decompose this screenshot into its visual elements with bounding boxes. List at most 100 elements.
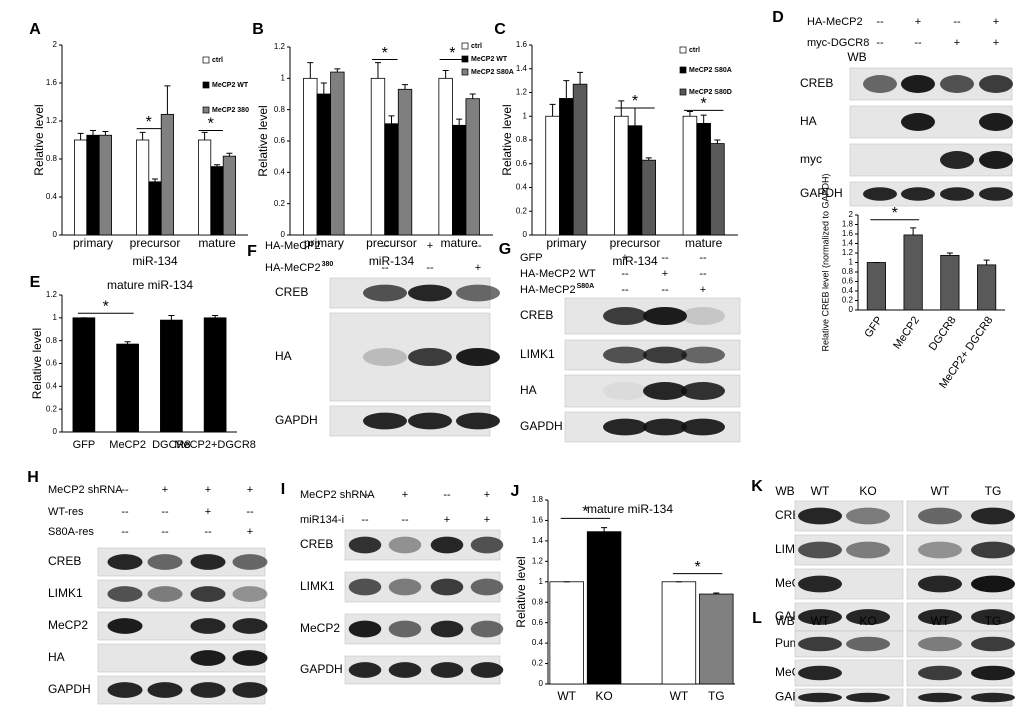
- band: [348, 578, 382, 596]
- bar: [586, 531, 622, 685]
- panel-label: A: [29, 21, 41, 38]
- band: [470, 620, 504, 638]
- band: [388, 536, 422, 554]
- band: [939, 75, 975, 93]
- band: [939, 151, 975, 169]
- y-tick-label: 2: [53, 40, 58, 49]
- bar: [614, 115, 629, 236]
- y-tick-label: 1.2: [842, 248, 854, 257]
- condition-value: +: [205, 506, 211, 518]
- band: [107, 682, 143, 698]
- y-tick-label: 0: [849, 305, 854, 314]
- band: [456, 412, 500, 430]
- band: [798, 636, 842, 652]
- y-tick-label: 0.4: [532, 638, 544, 647]
- error-bar: [320, 82, 327, 94]
- band-label: CREB: [800, 76, 833, 90]
- condition-label: S80A-res: [48, 526, 94, 538]
- y-tick-label: 0: [53, 230, 58, 239]
- error-bar: [402, 84, 409, 90]
- x-axis-label: miR-134: [132, 254, 178, 268]
- band: [363, 348, 407, 366]
- legend-label: ctrl: [471, 43, 482, 50]
- y-tick-label: 0.8: [516, 135, 528, 144]
- condition-label: HA-MeCP2: [520, 284, 576, 296]
- y-tick-label: 1.6: [46, 78, 58, 87]
- y-axis-label: Relative level: [500, 104, 514, 175]
- y-tick-label: 1.6: [842, 229, 854, 238]
- condition-value: +: [954, 37, 960, 49]
- panel-label: K: [751, 478, 763, 495]
- chart-title: mature miR-134: [107, 278, 193, 292]
- x-axis-label: miR-134: [612, 254, 658, 268]
- y-axis-label: Relative level: [514, 556, 528, 627]
- band: [348, 662, 382, 678]
- band-label: GAPDH: [275, 413, 318, 427]
- band: [918, 609, 962, 625]
- error-bar: [77, 132, 84, 140]
- y-tick-label: 1.2: [46, 290, 58, 299]
- lane-label: KO: [859, 614, 876, 628]
- band: [470, 578, 504, 596]
- condition-label-superscript: 380: [322, 261, 334, 268]
- x-tick-label: primary: [304, 236, 344, 250]
- x-tick-label: KO: [595, 689, 612, 703]
- bar: [438, 77, 453, 236]
- band: [971, 692, 1015, 703]
- error-bar: [164, 85, 171, 115]
- condition-value: +: [475, 262, 481, 274]
- bar: [197, 139, 212, 236]
- significance-mark: *: [103, 298, 109, 315]
- band: [978, 113, 1014, 131]
- bar: [397, 88, 413, 236]
- error-bar: [226, 152, 233, 157]
- y-tick-label: 1.6: [516, 40, 528, 49]
- band: [430, 578, 464, 596]
- bar: [710, 143, 725, 236]
- bar: [977, 264, 997, 311]
- error-bar: [601, 527, 608, 532]
- y-axis-label: Relative level: [32, 104, 46, 175]
- error-bar: [152, 178, 158, 182]
- band: [430, 536, 464, 554]
- condition-value: --: [876, 37, 884, 49]
- x-tick-label: GFP: [73, 439, 96, 451]
- band: [190, 618, 226, 634]
- condition-value: +: [915, 16, 921, 28]
- y-tick-label: 0.6: [532, 618, 544, 627]
- bar: [222, 155, 236, 236]
- condition-value: +: [700, 284, 706, 296]
- legend-swatch: [679, 66, 687, 74]
- bar: [116, 343, 139, 433]
- bar: [210, 166, 224, 236]
- condition-value: --: [381, 262, 389, 274]
- band-label: myc: [800, 152, 822, 166]
- band: [107, 618, 143, 634]
- bar: [699, 593, 734, 685]
- error-bar: [946, 252, 953, 256]
- condition-label: GFP: [520, 252, 543, 264]
- condition-value: --: [443, 489, 451, 501]
- condition-value: +: [247, 526, 253, 538]
- band: [408, 284, 452, 302]
- band: [603, 307, 647, 325]
- error-bar: [388, 115, 395, 124]
- band: [918, 636, 962, 652]
- y-tick-label: 0.8: [46, 336, 58, 345]
- band: [681, 346, 725, 364]
- band: [900, 113, 936, 131]
- condition-value: --: [876, 16, 884, 28]
- y-axis-label: Relative level: [256, 105, 270, 176]
- condition-label: HA-MeCP2: [265, 262, 321, 274]
- band-label: CREB: [520, 308, 553, 322]
- band: [978, 187, 1014, 201]
- band-label: HA: [520, 383, 537, 397]
- error-bar: [700, 114, 707, 124]
- legend-swatch: [679, 88, 687, 96]
- band: [978, 151, 1014, 169]
- band: [363, 412, 407, 430]
- band: [971, 507, 1015, 525]
- error-bar: [549, 103, 556, 117]
- legend-swatch: [461, 42, 469, 50]
- condition-value: --: [361, 514, 369, 526]
